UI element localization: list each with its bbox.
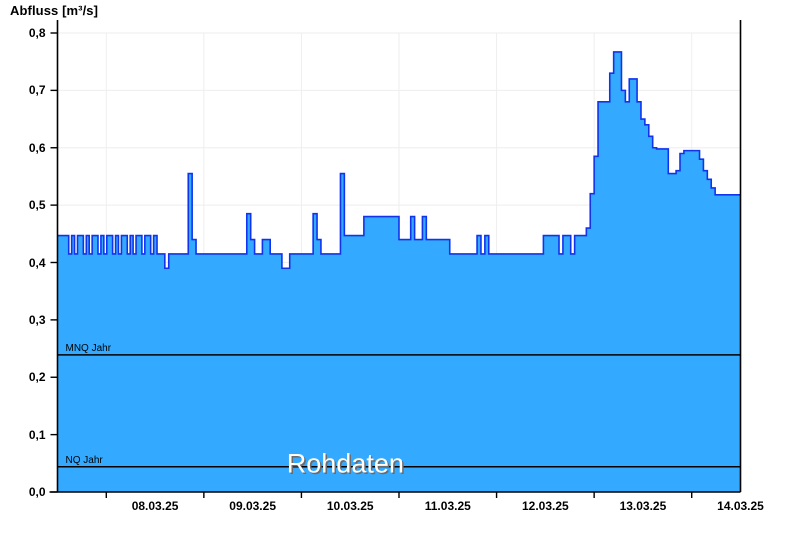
x-tick-label: 09.03.25 xyxy=(229,499,276,513)
threshold-lines xyxy=(57,354,741,468)
y-tick-label: 0,4 xyxy=(28,255,46,270)
y-tick-label: 0,2 xyxy=(28,370,46,385)
axis-lines xyxy=(49,20,742,493)
threshold-label-mnq-jahr: MNQ Jahr xyxy=(65,342,112,354)
x-tick-label: 08.03.25 xyxy=(131,499,179,513)
y-axis-title: Abfluss [m³/s] xyxy=(10,3,99,18)
y-tick-label: 0,0 xyxy=(28,485,46,499)
x-tick-label: 12.03.25 xyxy=(521,499,569,513)
x-tick-label: 14.03.25 xyxy=(717,499,764,513)
x-tick-label: 11.03.25 xyxy=(424,499,471,513)
axis-tick-marks xyxy=(50,32,693,498)
y-tick-label: 0,3 xyxy=(28,312,46,327)
discharge-area-series xyxy=(57,51,741,493)
x-tick-label: 13.03.25 xyxy=(619,499,667,513)
x-tick-label: 10.03.25 xyxy=(326,499,374,513)
y-tick-label: 0,7 xyxy=(28,83,46,98)
y-tick-label: 0,1 xyxy=(28,427,46,442)
threshold-label-nq-jahr: NQ Jahr xyxy=(65,454,103,466)
y-tick-label: 0,6 xyxy=(28,140,46,155)
y-tick-label: 0,8 xyxy=(28,26,46,40)
y-tick-label: 0,5 xyxy=(28,198,46,213)
